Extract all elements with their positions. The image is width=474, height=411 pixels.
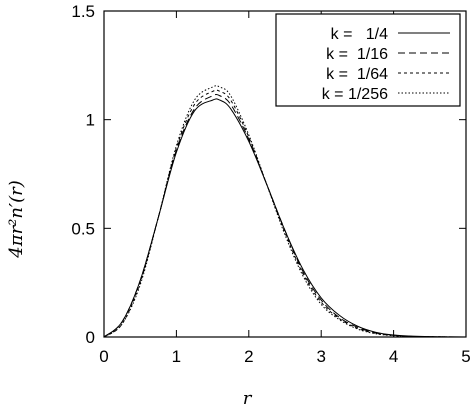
x-tick-label: 0 — [99, 347, 108, 366]
legend-label-3: k = 1/64 — [326, 66, 388, 83]
x-tick-label: 3 — [316, 347, 325, 366]
y-tick-label: 1.5 — [71, 2, 95, 21]
y-tick-label: 1 — [86, 111, 95, 130]
x-axis-label: r — [243, 388, 253, 409]
series-lines — [103, 85, 467, 338]
x-tick-label: 4 — [389, 347, 398, 366]
series-line-4 — [103, 85, 467, 338]
legend-label-2: k = 1/16 — [326, 46, 388, 63]
legend-box — [275, 13, 461, 107]
x-tick-label: 2 — [244, 347, 253, 366]
y-tick-label: 0 — [86, 328, 95, 347]
legend: k = 1/4 k = 1/16 k = 1/64 k = 1/256 — [275, 13, 461, 107]
series-line-3 — [103, 89, 467, 338]
x-tick-label: 1 — [172, 347, 181, 366]
x-tick-label: 5 — [461, 347, 470, 366]
legend-label-4: k = 1/256 — [322, 86, 388, 103]
plot-frame — [103, 10, 467, 338]
legend-label-1: k = 1/4 — [331, 26, 388, 43]
y-axis-label: 4πr²n′(r) — [6, 180, 27, 258]
y-tick-label: 0.5 — [71, 219, 95, 238]
